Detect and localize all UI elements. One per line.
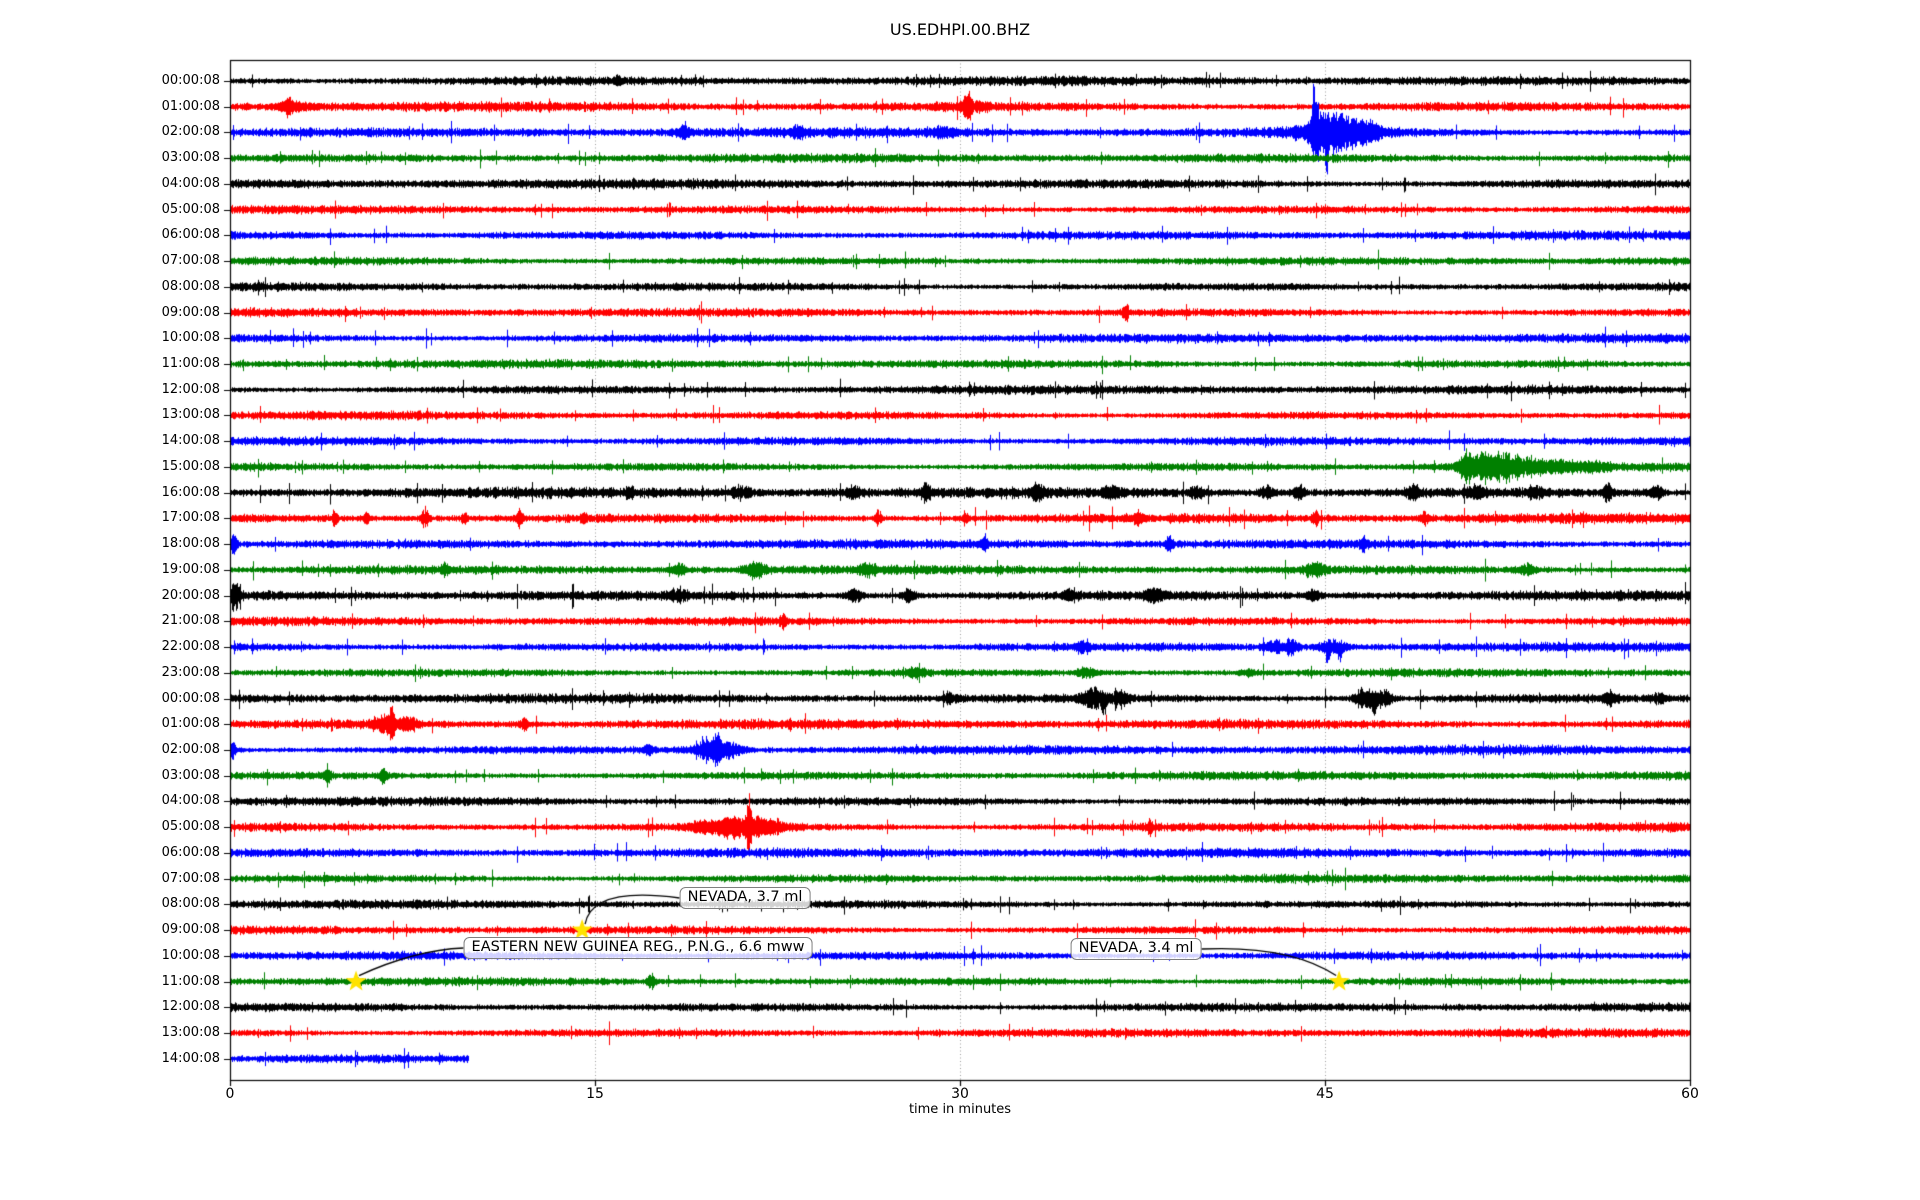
y-tick-label: 03:00:08	[161, 767, 220, 783]
y-tick-label: 00:00:08	[161, 73, 220, 88]
plot-title: US.EDHPI.00.BHZ	[889, 20, 1031, 39]
y-tick-label: 11:00:08	[161, 973, 220, 989]
y-tick-label: 21:00:08	[161, 613, 220, 629]
y-tick-label: 19:00:08	[161, 561, 220, 577]
y-tick-label: 05:00:08	[161, 819, 220, 835]
y-tick-label: 10:00:08	[161, 947, 220, 963]
y-tick-label: 18:00:08	[161, 536, 220, 552]
y-tick-label: 10:00:08	[161, 330, 220, 346]
y-tick-label: 16:00:08	[161, 484, 220, 500]
y-tick-label: 06:00:08	[161, 227, 220, 243]
y-tick-label: 05:00:08	[161, 201, 220, 217]
y-tick-label: 09:00:08	[161, 304, 220, 320]
y-tick-label: 12:00:08	[161, 999, 220, 1015]
y-tick-label: 13:00:08	[161, 1025, 220, 1040]
y-tick-label: 09:00:08	[161, 922, 220, 938]
x-axis-label: time in minutes	[908, 1102, 1012, 1117]
y-tick-label: 06:00:08	[161, 844, 220, 860]
x-tick-label: 15	[586, 1086, 604, 1102]
y-tick-label: 01:00:08	[161, 716, 220, 732]
y-tick-label: 11:00:08	[161, 356, 220, 372]
y-tick-label: 14:00:08	[161, 433, 220, 449]
y-tick-label: 17:00:08	[161, 510, 220, 526]
y-tick-label: 03:00:08	[161, 150, 220, 166]
y-tick-label: 01:00:08	[161, 98, 220, 114]
y-tick-label: 07:00:08	[161, 253, 220, 269]
y-tick-label: 08:00:08	[161, 896, 220, 912]
y-tick-label: 08:00:08	[161, 278, 220, 294]
x-tick-label: 30	[951, 1086, 969, 1102]
y-tick-label: 15:00:08	[161, 458, 220, 474]
x-tick-label: 60	[1681, 1086, 1699, 1102]
y-tick-label: 00:00:08	[161, 690, 220, 706]
y-tick-label: 12:00:08	[161, 381, 220, 397]
y-tick-label: 20:00:08	[161, 587, 220, 603]
x-tick-label: 45	[1316, 1086, 1334, 1102]
y-tick-label: 14:00:08	[161, 1050, 220, 1066]
y-tick-label: 04:00:08	[161, 175, 220, 191]
y-tick-label: 04:00:08	[161, 793, 220, 809]
y-tick-label: 23:00:08	[161, 664, 220, 680]
y-tick-label: 02:00:08	[161, 741, 220, 757]
event-label: NEVADA, 3.7 ml	[679, 887, 811, 909]
event-label: NEVADA, 3.4 ml	[1070, 938, 1202, 960]
y-tick-label: 22:00:08	[161, 639, 220, 655]
y-tick-label: 13:00:08	[161, 407, 220, 423]
event-label: EASTERN NEW GUINEA REG., P.N.G., 6.6 mww	[463, 937, 813, 959]
x-tick-label: 0	[225, 1086, 235, 1102]
y-tick-label: 02:00:08	[161, 124, 220, 140]
y-tick-label: 07:00:08	[161, 870, 220, 886]
